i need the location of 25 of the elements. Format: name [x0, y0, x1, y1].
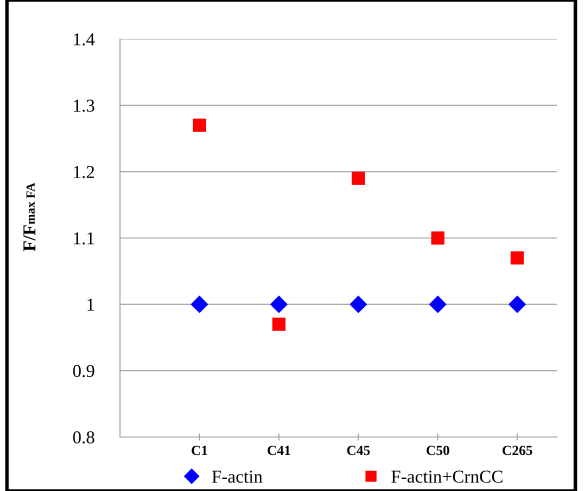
- x-tick-label: C50: [426, 446, 450, 456]
- point: [270, 296, 288, 314]
- legend-label: F-actin+CrnCC: [391, 470, 502, 483]
- point: [429, 296, 447, 314]
- x-tick-label: C45: [347, 446, 370, 456]
- legend-label: F-actin: [212, 470, 262, 483]
- point: [508, 296, 526, 314]
- y-tick-label: 0.8: [73, 431, 94, 444]
- point: [272, 318, 286, 331]
- y-tick-label: 1.4: [74, 33, 95, 46]
- y-tick-label: 1: [88, 298, 94, 311]
- point: [190, 296, 208, 314]
- point: [431, 231, 444, 245]
- point: [352, 172, 365, 185]
- y-tick-label: 1.1: [74, 232, 94, 245]
- y-tick-label: 0.9: [73, 364, 94, 378]
- x-tick-label: C265: [502, 446, 532, 456]
- point: [192, 118, 206, 132]
- x-tick-label: C41: [268, 446, 290, 456]
- point: [350, 296, 368, 314]
- x-tick-label: C1: [192, 446, 208, 456]
- y-tick-label: 1.3: [74, 100, 94, 112]
- y-axis-title: F/Fmax FA: [23, 182, 36, 252]
- point: [510, 251, 524, 264]
- y-tick-label: 1.2: [74, 166, 94, 178]
